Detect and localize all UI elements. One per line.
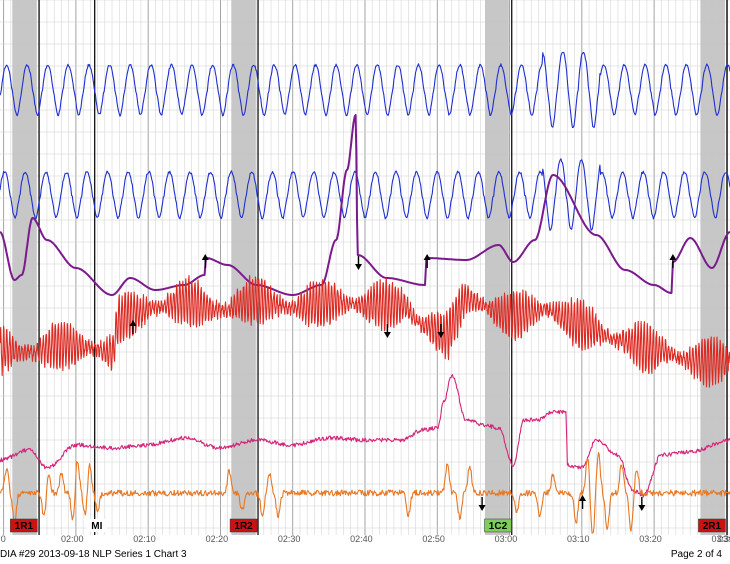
question-label-bg [10, 518, 38, 533]
question-label-bg [86, 519, 107, 532]
arrow-up [669, 254, 677, 268]
tick-label: 03:30 [712, 534, 730, 544]
arrow-down [354, 256, 362, 270]
arrow-down [478, 497, 486, 511]
arrow-up [579, 495, 587, 509]
tick-label: 03:00 [495, 534, 518, 544]
question-band [484, 0, 509, 535]
tick-label: 02:20 [206, 534, 229, 544]
page-indicator: Page 2 of 4 [670, 549, 722, 560]
question-label: 1R1 [15, 521, 34, 532]
question-label: 1C2 [489, 521, 508, 532]
tick-label: 03:40 [718, 534, 730, 544]
tick-label: 02:10 [133, 534, 156, 544]
arrow-up [129, 320, 137, 334]
series-activity-sensor [0, 452, 730, 534]
series-cardio [0, 114, 730, 296]
series-upper-pneumo [0, 51, 730, 129]
tick-label: 02:00 [61, 534, 84, 544]
polygraph-chart: 0 02:00 02:10 02:20 02:30 02:40 02:50 03:00 03:1… [0, 0, 730, 544]
series-lower-pneumo [0, 158, 730, 231]
question-label-bg [229, 518, 258, 533]
tick-label: 0 [1, 534, 6, 544]
arrow-up [201, 254, 209, 268]
question-label-bg [484, 518, 512, 533]
arrow-down [638, 497, 646, 511]
arrow-down [383, 324, 391, 338]
question-label: MI [91, 521, 102, 532]
series-electrodermal [0, 274, 730, 388]
tick-label: 02:30 [278, 534, 301, 544]
chart-caption: DIA #29 2013-09-18 NLP Series 1 Chart 3 [0, 549, 187, 560]
question-label: 1R2 [234, 521, 253, 532]
tick-label: 02:50 [422, 534, 445, 544]
tick-label: 02:40 [350, 534, 373, 544]
arrow-up [423, 254, 431, 268]
series-vasomotor [0, 374, 730, 498]
tick-label: 03:20 [639, 534, 662, 544]
question-label-bg [698, 518, 726, 533]
tick-label: 03:10 [567, 534, 590, 544]
question-label: 2R1 [703, 521, 722, 532]
arrow-down [437, 324, 445, 338]
